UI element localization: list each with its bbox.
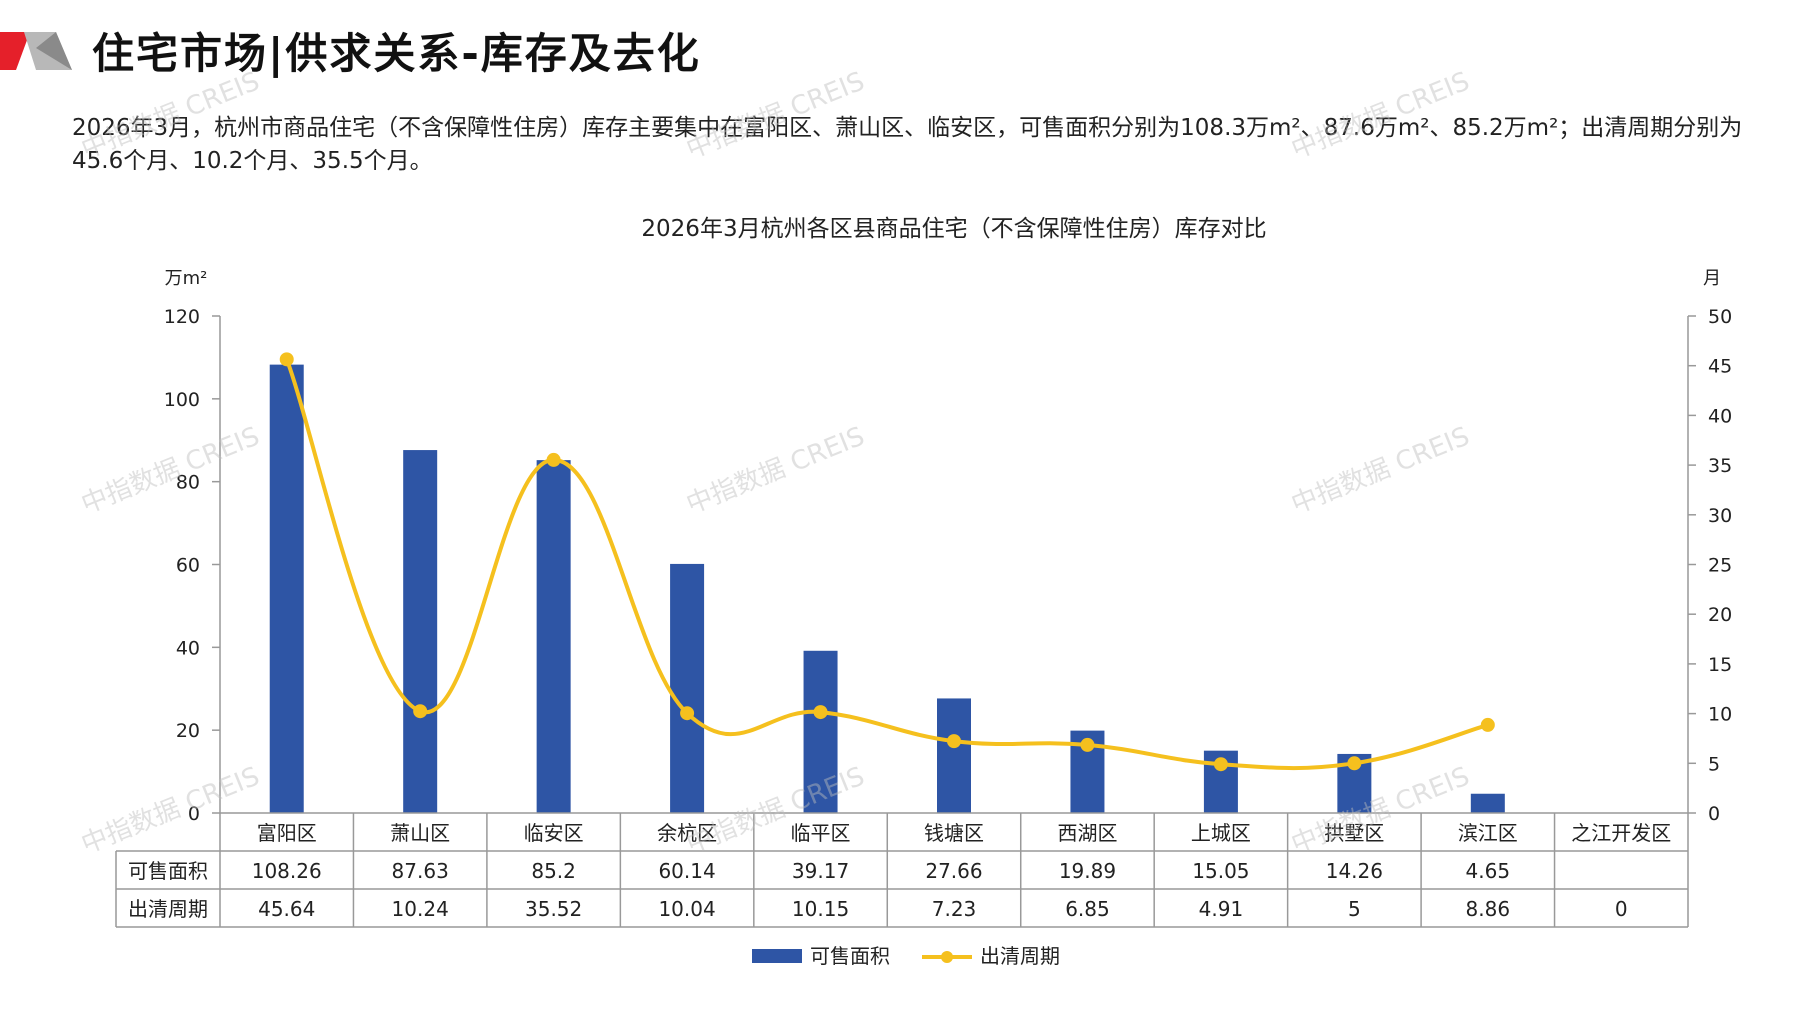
y-right-tick-label: 45 <box>1708 356 1732 378</box>
y-right-tick-label: 5 <box>1708 753 1720 775</box>
y-right-tick-label: 20 <box>1708 604 1732 626</box>
line-point <box>947 734 961 749</box>
table-cell: 85.2 <box>531 859 576 883</box>
y-right-tick-label: 25 <box>1708 555 1732 577</box>
table-cell: 5 <box>1348 897 1361 921</box>
x-tick-label: 富阳区 <box>257 821 317 845</box>
y-left-tick-label: 120 <box>164 306 200 328</box>
table-cell: 108.26 <box>252 859 322 883</box>
table-cell: 45.64 <box>258 897 315 921</box>
legend-label: 出清周期 <box>980 944 1060 968</box>
bar <box>937 698 971 813</box>
table-cell: 19.89 <box>1059 859 1116 883</box>
y-right-tick-label: 0 <box>1708 803 1720 825</box>
line-point <box>279 352 294 367</box>
legend-line-marker <box>941 951 953 963</box>
y-right-tick-label: 50 <box>1708 306 1732 328</box>
table-cell: 27.66 <box>925 859 982 883</box>
line-point <box>1480 717 1495 732</box>
line-point <box>1080 737 1095 752</box>
page-title: 住宅市场|供求关系-库存及去化 <box>92 29 701 78</box>
table-cell: 10.04 <box>658 897 715 921</box>
y-right-unit: 月 <box>1703 268 1721 289</box>
series-line <box>284 358 1489 771</box>
table-cell: 39.17 <box>792 859 849 883</box>
bar <box>269 364 304 813</box>
y-left-tick-label: 100 <box>164 389 200 411</box>
y-right-tick-label: 40 <box>1708 405 1732 427</box>
line-point <box>1213 757 1228 772</box>
x-tick-label: 萧山区 <box>390 821 450 845</box>
table-cell: 7.23 <box>932 897 977 921</box>
table-cell: 14.26 <box>1326 859 1383 883</box>
table-cell: 87.63 <box>392 859 449 883</box>
table-cell: 10.15 <box>792 897 849 921</box>
table-cell: 4.65 <box>1466 859 1511 883</box>
y-left-tick-label: 40 <box>176 637 200 659</box>
brand-logo-icon <box>0 32 72 70</box>
legend-bar-swatch <box>752 949 802 963</box>
y-left-tick-label: 60 <box>176 555 200 577</box>
table-cell: 6.85 <box>1065 897 1110 921</box>
x-tick-label: 西湖区 <box>1057 821 1117 845</box>
x-tick-label: 上城区 <box>1191 821 1251 845</box>
line-point <box>413 704 428 719</box>
x-tick-label: 拱墅区 <box>1324 821 1384 845</box>
x-tick-label: 之江开发区 <box>1571 821 1671 845</box>
bar <box>1470 793 1505 813</box>
line-point <box>813 705 828 720</box>
y-left-tick-label: 20 <box>176 720 200 742</box>
bar <box>403 450 438 813</box>
line-point <box>680 706 695 721</box>
table-cell: 4.91 <box>1199 897 1244 921</box>
line-point <box>546 452 561 467</box>
x-tick-label: 钱塘区 <box>924 821 984 845</box>
y-right-tick-label: 10 <box>1708 704 1732 726</box>
header: 住宅市场|供求关系-库存及去化 <box>0 0 1797 100</box>
y-left-tick-label: 0 <box>188 803 200 825</box>
y-left-unit: 万m² <box>165 268 208 289</box>
legend-label: 可售面积 <box>810 944 890 968</box>
table-cell: 0 <box>1615 897 1628 921</box>
table-cell: 35.52 <box>525 897 582 921</box>
table-cell: 60.14 <box>658 859 715 883</box>
x-tick-label: 临平区 <box>791 821 851 845</box>
table-cell: 15.05 <box>1192 859 1249 883</box>
x-tick-label: 滨江区 <box>1458 821 1518 845</box>
bar <box>803 650 838 813</box>
table-row-header: 出清周期 <box>128 897 208 921</box>
table-cell: 8.86 <box>1466 897 1511 921</box>
table-row-header: 可售面积 <box>128 859 208 883</box>
y-left-tick-label: 80 <box>176 472 200 494</box>
y-right-tick-label: 35 <box>1708 455 1732 477</box>
line-point <box>1347 756 1362 771</box>
y-right-tick-label: 15 <box>1708 654 1732 676</box>
chart-title: 2026年3月杭州各区县商品住宅（不含保障性住房）库存对比 <box>641 216 1266 242</box>
bar <box>536 460 571 813</box>
table-cell: 10.24 <box>392 897 449 921</box>
y-right-tick-label: 30 <box>1708 505 1732 527</box>
x-tick-label: 临安区 <box>524 821 584 845</box>
bar <box>670 563 705 813</box>
summary-text: 2026年3月，杭州市商品住宅（不含保障性住房）库存主要集中在富阳区、萧山区、临… <box>72 115 1743 174</box>
x-tick-label: 余杭区 <box>657 821 717 845</box>
